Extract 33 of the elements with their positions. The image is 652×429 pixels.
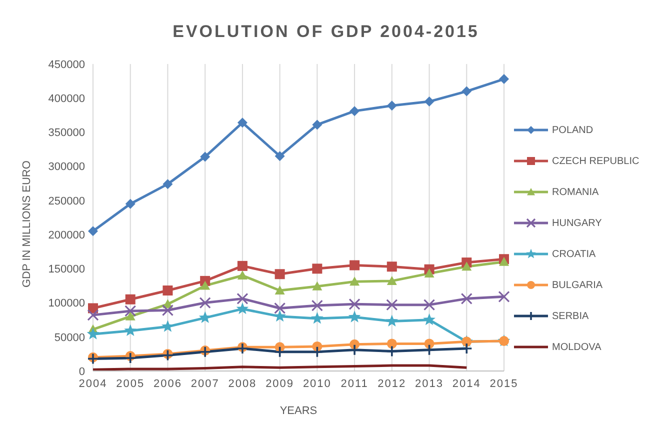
legend-label: POLAND — [551, 124, 594, 138]
y-tick-label: 150000 — [48, 264, 85, 276]
y-tick-label: 50000 — [54, 332, 85, 344]
x-tick-label: 2010 — [302, 378, 332, 390]
x-tick-label: 2015 — [490, 378, 518, 390]
x-tick-label: 2006 — [153, 378, 182, 390]
y-tick-label: 400000 — [48, 93, 85, 106]
x-tick-label: 2007 — [190, 378, 220, 390]
x-tick-label: 2013 — [415, 378, 444, 390]
legend-label: CZECH REPUBLIC — [551, 154, 640, 168]
legend-label: BULGARIA — [551, 278, 604, 292]
x-tick-label: 2011 — [340, 378, 368, 390]
legend-label: MOLDOVA — [551, 340, 602, 354]
legend-label: ROMANIA — [551, 186, 600, 200]
y-tick-label: 450000 — [48, 58, 85, 71]
legend-label: HUNGARY — [551, 216, 603, 230]
y-tick-label: 300000 — [48, 161, 85, 174]
x-axis-title: YEARS — [280, 405, 318, 417]
x-tick-label: 2004 — [78, 378, 108, 390]
y-tick-label: 350000 — [48, 127, 85, 140]
x-tick-label: 2008 — [228, 378, 257, 390]
y-tick-label: 0 — [78, 366, 85, 378]
chart-title: EVOLUTION OF GDP 2004-2015 — [172, 21, 480, 43]
legend-label: CROATIA — [551, 248, 597, 262]
x-tick-label: 2009 — [266, 378, 294, 390]
y-axis-title: GDP IN MILLIONS EURO — [20, 160, 33, 288]
y-tick-label: 250000 — [48, 195, 85, 208]
y-tick-label: 100000 — [48, 298, 85, 310]
x-tick-label: 2005 — [116, 378, 145, 390]
y-tick-label: 200000 — [48, 229, 85, 242]
x-tick-label: 2012 — [378, 378, 406, 390]
x-tick-label: 2014 — [452, 378, 481, 390]
legend-label: SERBIA — [551, 310, 590, 324]
